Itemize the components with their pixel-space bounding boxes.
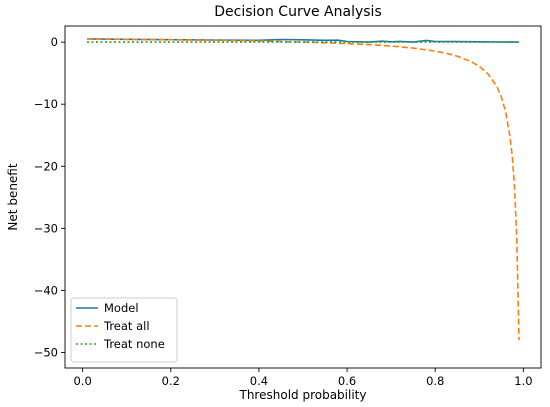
series-lines [86, 38, 520, 341]
y-tick-label: −50 [34, 345, 58, 359]
legend-label: Model [104, 301, 139, 315]
legend-box [70, 297, 178, 363]
y-tick-label: −30 [34, 221, 58, 235]
x-tick-label: 0.2 [162, 374, 180, 388]
x-tick-label: 0.8 [426, 374, 444, 388]
x-tick-label: 0.0 [73, 374, 91, 388]
legend-label: Treat none [103, 337, 165, 351]
y-tick-label: 0 [51, 35, 58, 49]
x-tick-label: 0.6 [338, 374, 356, 388]
legend: Model Treat all Treat none [70, 297, 178, 363]
y-tick-label: −10 [34, 97, 58, 111]
y-tick-label: −20 [34, 159, 58, 173]
x-tick-label: 1.0 [514, 374, 532, 388]
axis-ticks: 0.0 0.2 0.4 0.6 0.8 1.0 0 −10 −20 −30 −40 −50 [34, 35, 533, 388]
x-tick-label: 0.4 [250, 374, 268, 388]
legend-label: Treat all [103, 319, 150, 333]
y-axis-label: Net benefit [6, 163, 20, 230]
y-tick-label: −40 [34, 283, 58, 297]
plot-area-frame [64, 25, 542, 369]
x-axis-label: Threshold probability [239, 388, 367, 402]
series-line-treat-all [86, 38, 520, 341]
legend-items: Model Treat all Treat none [76, 301, 165, 351]
chart-title: Decision Curve Analysis [214, 4, 382, 20]
